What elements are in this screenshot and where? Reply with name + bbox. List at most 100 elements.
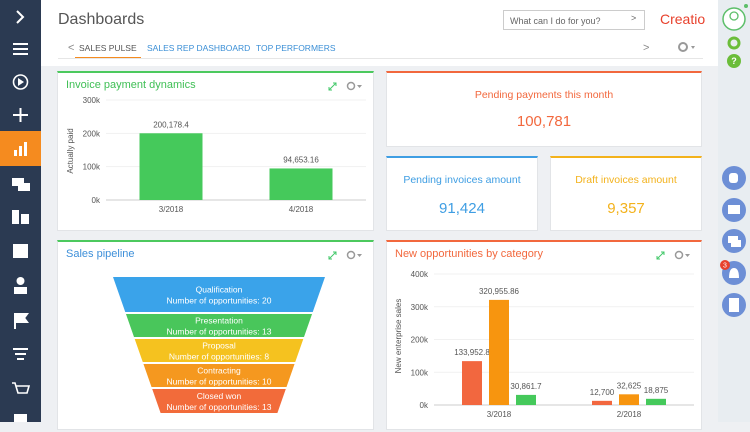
logo[interactable]: Creatio <box>660 11 706 27</box>
tabs-divider <box>58 58 703 59</box>
widget-tools[interactable] <box>327 249 367 261</box>
widget-menu <box>357 85 362 88</box>
widget: Pending payments this month 100,781 <box>386 71 702 147</box>
menu-icon[interactable] <box>13 43 28 55</box>
search-box[interactable]: What can I do for you? <box>503 10 645 30</box>
communication-icons <box>728 173 741 312</box>
x-tick-label: 3/2018 <box>159 205 184 214</box>
chart: 0k 100k 200k 300k 400k New enterprise sales 3/… <box>394 270 694 419</box>
widget: Invoice payment dynamics 0k 100k 200k 300k Ac… <box>57 71 374 231</box>
y-tick-label: 100k <box>411 368 429 377</box>
right-icons: ? 3 <box>720 4 748 317</box>
data-label: 320,955.86 <box>479 287 520 296</box>
maximize-icon <box>328 251 337 260</box>
tab[interactable]: SALES REP DASHBOARD <box>147 43 251 53</box>
data-label: 200,178.4 <box>153 120 189 129</box>
settings-icon[interactable] <box>677 41 699 53</box>
bar <box>462 361 482 405</box>
widget-title: New opportunities by category <box>395 248 543 260</box>
funnel-stage <box>152 389 286 413</box>
stage-name: Proposal <box>202 341 236 351</box>
stage-count: Number of opportunities: 10 <box>167 377 272 387</box>
y-tick-label: 400k <box>411 270 429 279</box>
y-tick-label: 300k <box>83 96 101 105</box>
bar <box>646 398 666 405</box>
stage-count: Number of opportunities: 8 <box>169 352 269 362</box>
stage-name: Closed won <box>197 391 242 401</box>
avatar-head <box>729 11 739 21</box>
kpi-title: Pending invoices amount <box>403 174 521 186</box>
online-dot <box>744 4 748 8</box>
kpi-value: 100,781 <box>516 113 572 130</box>
data-label: 30,861.7 <box>510 382 542 391</box>
widget-menu <box>357 254 362 257</box>
data-label: 18,875 <box>644 386 669 395</box>
notification-count: 3 <box>723 263 727 270</box>
notification-badge <box>720 260 730 270</box>
maximize-icon <box>656 251 665 260</box>
chart: 0k 100k 200k 300k Actually paid 3/2018 200,178… <box>66 96 366 214</box>
tab[interactable]: TOP PERFORMERS <box>256 43 336 53</box>
data-label: 133,952.8 <box>454 348 490 357</box>
tab[interactable]: SALES PULSE <box>75 43 141 59</box>
kpi-value: 91,424 <box>439 200 485 217</box>
bar <box>619 394 639 405</box>
x-tick-label: 4/2018 <box>289 205 314 214</box>
kpi-title: Draft invoices amount <box>575 174 677 186</box>
widget: Draft invoices amount 9,357 <box>550 156 702 231</box>
y-axis-label: Actually paid <box>66 128 75 173</box>
widget: Sales pipeline Qualification Number of opp… <box>57 240 374 430</box>
x-tick-label: 2/2018 <box>617 410 642 419</box>
nav-icons[interactable] <box>12 178 31 422</box>
system-settings[interactable] <box>727 36 741 50</box>
widget: Pending invoices amount 91,424 <box>386 156 538 231</box>
funnel-stage <box>143 364 295 387</box>
y-tick-label: 200k <box>83 129 101 138</box>
stage-count: Number of opportunities: 13 <box>167 327 272 337</box>
widget: New opportunities by category 0k 100k 200k 3… <box>386 240 702 430</box>
tabs-right-arrow[interactable]: > <box>643 42 650 54</box>
widget-title: Invoice payment dynamics <box>66 79 196 91</box>
widget-tools[interactable] <box>327 80 367 92</box>
dashboard-icon <box>14 142 27 156</box>
kpi-title: Pending payments this month <box>474 89 614 101</box>
page-title: Dashboards <box>58 11 145 28</box>
stage-name: Contracting <box>197 366 241 376</box>
header: Dashboards What can I do for you? > Crea… <box>41 0 718 66</box>
expand-icon[interactable] <box>16 10 25 24</box>
stage-count: Number of opportunities: 20 <box>167 296 272 306</box>
kpi-value: 9,357 <box>607 200 645 217</box>
funnel-stage <box>125 314 313 337</box>
y-tick-label: 0k <box>420 401 429 410</box>
bar <box>489 299 509 405</box>
right-sidebar: ? 3 <box>718 0 750 422</box>
x-tick-label: 3/2018 <box>487 410 512 419</box>
data-label: 12,700 <box>590 388 615 397</box>
bar <box>516 394 536 405</box>
avatar[interactable] <box>722 7 746 31</box>
help-mark: ? <box>731 56 737 66</box>
bar <box>592 400 612 405</box>
left-sidebar <box>0 0 41 422</box>
process-icon[interactable] <box>12 74 29 90</box>
add-icon[interactable] <box>13 108 28 122</box>
y-tick-label: 200k <box>411 336 429 345</box>
help-icon[interactable] <box>727 54 741 68</box>
y-tick-label: 300k <box>411 303 429 312</box>
widget-tools[interactable] <box>655 249 695 261</box>
bar <box>139 133 203 200</box>
stage-count: Number of opportunities: 13 <box>167 402 272 412</box>
data-label: 94,653.16 <box>283 155 319 164</box>
funnel-stage <box>113 277 325 312</box>
sidebar-icons <box>0 10 41 422</box>
widget-settings <box>674 250 684 260</box>
y-tick-label: 100k <box>83 163 101 172</box>
widget-title: Sales pipeline <box>66 248 135 260</box>
bar <box>269 168 333 200</box>
data-label: 32,625 <box>617 381 642 390</box>
tabs-left-arrow[interactable]: < <box>68 42 75 54</box>
widget-settings <box>346 250 356 260</box>
stage-name: Qualification <box>196 285 243 295</box>
